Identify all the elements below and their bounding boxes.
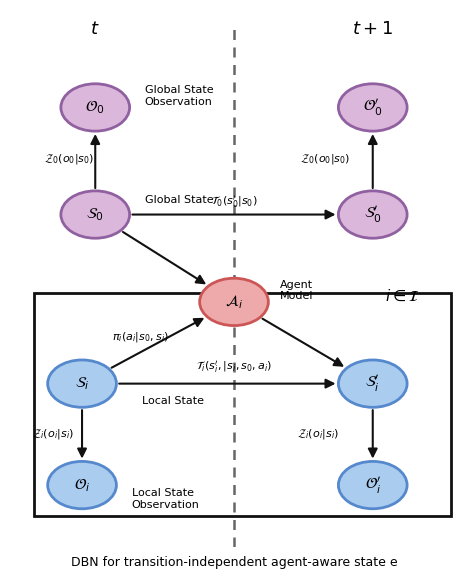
Text: $\mathcal{O}_0$: $\mathcal{O}_0$ xyxy=(86,98,105,116)
Text: $\mathcal{T}_i(s_i',|s_i,s_0,a_i)$: $\mathcal{T}_i(s_i',|s_i,s_0,a_i)$ xyxy=(196,359,272,375)
Text: $i \in \mathcal{I}$: $i \in \mathcal{I}$ xyxy=(385,289,420,304)
Text: $\mathcal{O}_i$: $\mathcal{O}_i$ xyxy=(74,476,90,494)
Text: Agent
Model: Agent Model xyxy=(280,280,314,301)
Text: $\mathcal{A}_i$: $\mathcal{A}_i$ xyxy=(225,293,243,311)
Text: Local State
Observation: Local State Observation xyxy=(132,488,199,510)
Text: $\mathcal{Z}_0(o_0|s_0)$: $\mathcal{Z}_0(o_0|s_0)$ xyxy=(300,152,351,166)
Text: $\mathcal{O}_i'$: $\mathcal{O}_i'$ xyxy=(365,474,381,496)
Ellipse shape xyxy=(338,360,407,407)
Text: Local State: Local State xyxy=(141,396,204,406)
Ellipse shape xyxy=(338,191,407,238)
Text: DBN for transition-independent agent-aware state e: DBN for transition-independent agent-awa… xyxy=(71,556,397,569)
Text: $\mathcal{Z}_i(o_i|s_i)$: $\mathcal{Z}_i(o_i|s_i)$ xyxy=(32,427,74,441)
Bar xyxy=(35,293,451,516)
Text: Global State: Global State xyxy=(145,196,213,205)
Text: $t$: $t$ xyxy=(90,20,100,38)
Ellipse shape xyxy=(200,278,268,325)
Ellipse shape xyxy=(61,191,130,238)
Ellipse shape xyxy=(338,462,407,509)
Text: $\mathcal{S}_i$: $\mathcal{S}_i$ xyxy=(75,375,89,392)
Ellipse shape xyxy=(61,84,130,131)
Text: $\mathcal{O}_0'$: $\mathcal{O}_0'$ xyxy=(363,97,382,118)
Ellipse shape xyxy=(48,462,117,509)
Text: $t+1$: $t+1$ xyxy=(352,20,393,38)
Text: $\mathcal{S}_0'$: $\mathcal{S}_0'$ xyxy=(364,204,382,225)
Text: $\mathcal{Z}_0(o_0|s_0)$: $\mathcal{Z}_0(o_0|s_0)$ xyxy=(44,152,94,166)
Text: Global State
Observation: Global State Observation xyxy=(145,86,213,107)
Text: $\mathcal{Z}_i(o_i|s_i)$: $\mathcal{Z}_i(o_i|s_i)$ xyxy=(297,427,339,441)
Text: $\mathcal{S}_0$: $\mathcal{S}_0$ xyxy=(86,206,104,223)
Text: $\mathcal{T}_0(s_0'|s_0)$: $\mathcal{T}_0(s_0'|s_0)$ xyxy=(211,194,257,210)
Text: $\pi_i(a_i|s_0,\boldsymbol{s_i})$: $\pi_i(a_i|s_0,\boldsymbol{s_i})$ xyxy=(112,331,169,345)
Text: $\mathcal{S}_i'$: $\mathcal{S}_i'$ xyxy=(366,373,380,394)
Ellipse shape xyxy=(48,360,117,407)
Ellipse shape xyxy=(338,84,407,131)
